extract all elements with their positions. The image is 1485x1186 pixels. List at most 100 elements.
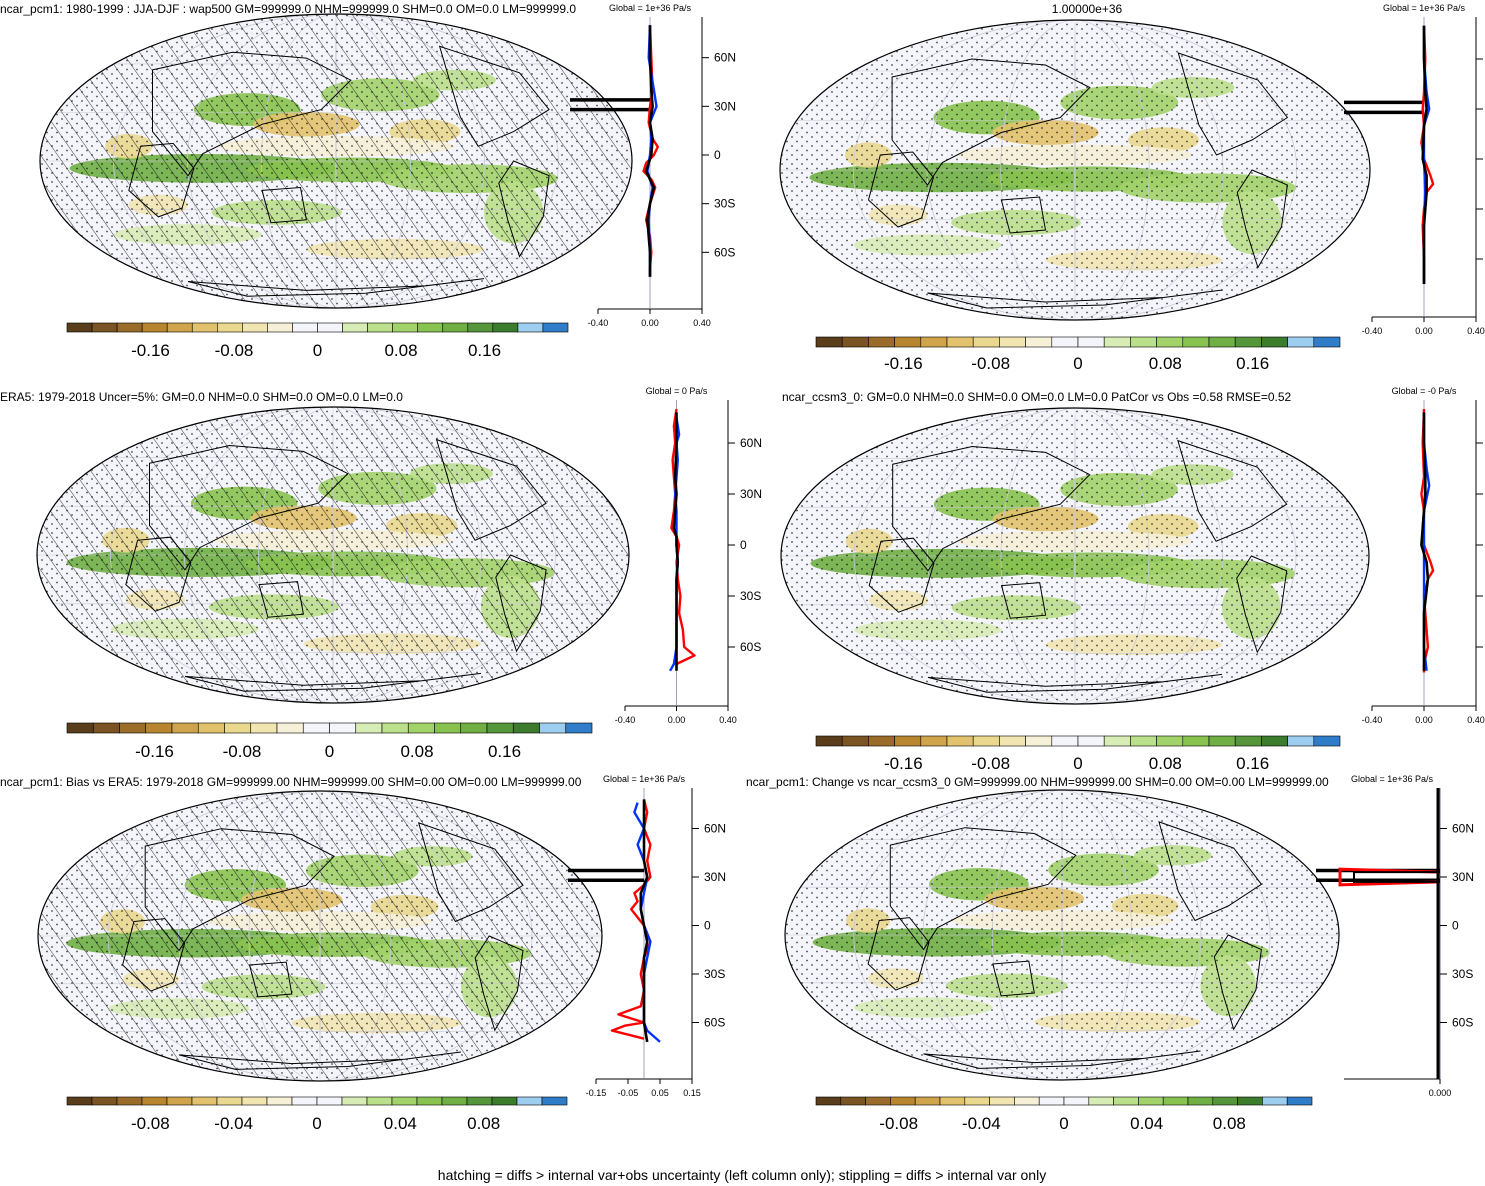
zonal-panel: Global = -0 Pa/s -0.40 0.00 0.40 (1362, 386, 1485, 725)
colorbar-cell (1077, 336, 1105, 348)
colorbar-tick-label: 0 (1073, 354, 1082, 373)
map-border (36, 406, 630, 704)
zonal-x-label: 0.15 (683, 1088, 701, 1098)
colorbar-cell (191, 322, 218, 333)
zonal-lat-label: 30N (714, 99, 736, 113)
colorbar-cell (999, 336, 1026, 348)
map-body (781, 408, 1369, 704)
colorbar-cell (367, 322, 393, 333)
colorbar-cell (66, 322, 93, 333)
colorbar-tick-label: 0.16 (1236, 754, 1269, 773)
colorbar-cell (1113, 1096, 1139, 1106)
zonal-series-black (672, 412, 680, 671)
colorbar-cell (191, 1096, 218, 1106)
zonal-x-label: 0.000 (1429, 1088, 1452, 1098)
colorbar: -0.16 -0.08 0 0.08 0.16 (815, 336, 1341, 373)
colorbar-cell (517, 322, 544, 333)
colorbar-cell (116, 1096, 143, 1106)
colorbar-cell (1138, 1096, 1164, 1106)
colorbar-cell (466, 1096, 493, 1106)
colorbar-tick-label: -0.04 (962, 1114, 1001, 1133)
panel-4: ncar_ccsm3_0: GM=0.0 NHM=0.0 SHM=0.0 OM=… (780, 386, 1485, 773)
colorbar-cell (224, 722, 252, 734)
colorbar-cell (1077, 735, 1105, 747)
zonal-x-label: -0.15 (586, 1088, 607, 1098)
colorbar-tick-label: 0.16 (488, 742, 521, 761)
colorbar-cell (166, 1096, 193, 1106)
colorbar: -0.08 -0.04 0 0.04 0.08 (66, 1096, 568, 1133)
colorbar-cell (267, 322, 293, 333)
map-border (779, 19, 1371, 321)
colorbar-cell (217, 322, 243, 333)
colorbar-cell (491, 1096, 518, 1106)
colorbar-cell (1156, 735, 1184, 747)
zonal-x-label: -0.05 (618, 1088, 639, 1098)
colorbar-cell (1162, 1096, 1189, 1106)
colorbar-cell (1313, 336, 1341, 348)
zonal-lat-label: 60S (704, 1016, 725, 1030)
colorbar-cell (1287, 735, 1315, 747)
colorbar-cell (442, 322, 469, 333)
colorbar-tick-label: -0.08 (971, 354, 1010, 373)
colorbar-cell (66, 1096, 93, 1106)
panel-3: ERA5: 1979-2018 Uncer=5%: GM=0.0 NHM=0.0… (0, 386, 762, 761)
colorbar-cell (467, 322, 494, 333)
colorbar-cell (119, 722, 147, 734)
colorbar-cell (416, 1096, 443, 1106)
colorbar-tick-label: 0.08 (1213, 1114, 1246, 1133)
panels-layer: ncar_pcm1: 1980-1999 : JJA-DJF : wap500 … (0, 2, 1485, 1133)
zonal-lat-label: 60N (1452, 822, 1474, 836)
colorbar-cell (841, 735, 869, 747)
map-hatching (40, 14, 632, 308)
colorbar-cell (341, 1096, 368, 1106)
map-body (38, 791, 602, 1081)
zonal-header: Global = -0 Pa/s (1392, 386, 1457, 396)
colorbar-cell (342, 322, 368, 333)
colorbar-cell (1051, 735, 1079, 747)
colorbar-cell (316, 1096, 343, 1106)
map-border (37, 790, 603, 1082)
zonal-lat-label: 60S (714, 245, 735, 259)
map-body (780, 20, 1370, 320)
colorbar-cell (1103, 735, 1131, 747)
zonal-series-black (1420, 412, 1430, 671)
zonal-lat-label: 60S (740, 640, 761, 654)
colorbar-cell (840, 1096, 866, 1106)
colorbar-tick-label: 0.16 (1236, 354, 1269, 373)
colorbar-cell (141, 1096, 168, 1106)
colorbar-cell (1208, 336, 1236, 348)
colorbar-cell (366, 1096, 393, 1106)
colorbar-cell (999, 735, 1026, 747)
colorbar-tick-label: 0 (312, 1114, 321, 1133)
colorbar-tick-label: -0.16 (131, 341, 170, 360)
map-stippling (780, 20, 1370, 320)
colorbar-cell (1103, 336, 1131, 348)
panel-2: 1.00000e+36 -0.16 -0.08 0 0.08 0.16 Global = 1… (779, 2, 1485, 373)
colorbar-cell (91, 1096, 118, 1106)
colorbar-tick-label: 0 (313, 341, 322, 360)
colorbar-cell (145, 722, 173, 734)
colorbar-cell (460, 722, 488, 734)
colorbar-cell (815, 735, 843, 747)
colorbar-tick-label: 0 (1059, 1114, 1068, 1133)
colorbar-cell (920, 336, 948, 348)
colorbar-cell (141, 322, 168, 333)
colorbar-cell (1208, 735, 1236, 747)
map-border (39, 13, 633, 309)
colorbar-cell (539, 722, 567, 734)
colorbar-cell (381, 722, 409, 734)
colorbar-cell (1025, 336, 1053, 348)
colorbar-cell (1156, 336, 1184, 348)
map-stippling (781, 408, 1369, 704)
zonal-lat-label: 30N (704, 870, 726, 884)
colorbar-cell (914, 1096, 941, 1106)
zonal-panel: Global = 1e+36 Pa/s 60N 30N 0 30S 60S 0.000 (1316, 774, 1474, 1098)
map-stippling (785, 790, 1339, 1080)
colorbar-cell (1237, 1096, 1263, 1106)
panel-6: ncar_pcm1: Change vs ncar_ccsm3_0 GM=999… (746, 774, 1474, 1133)
colorbar-cell (407, 722, 435, 734)
zonal-x-label: -0.40 (615, 715, 636, 725)
zonal-spike (1353, 871, 1440, 883)
map-border (784, 789, 1340, 1081)
colorbar-cell (91, 322, 118, 333)
